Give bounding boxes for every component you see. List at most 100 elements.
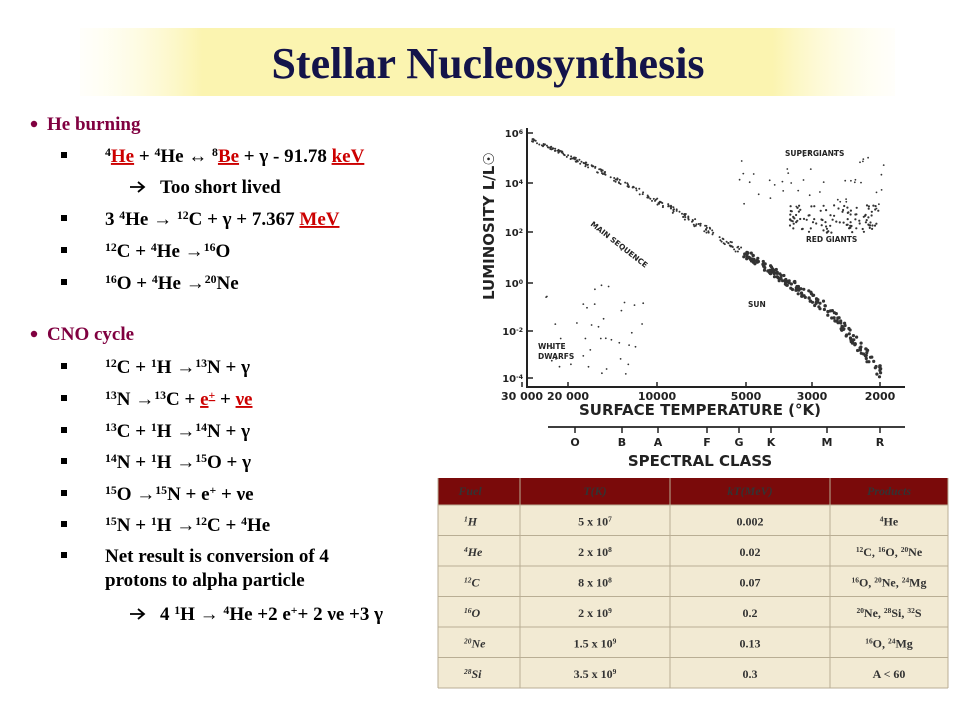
star-dot — [562, 152, 565, 155]
star-dot — [626, 182, 629, 185]
star-dot — [795, 213, 798, 217]
star-dot — [767, 270, 772, 274]
x-tick-label: 10000 — [638, 390, 677, 403]
star-dot — [870, 355, 874, 359]
star-dot — [613, 177, 616, 179]
star-dot — [817, 305, 821, 309]
star-dot — [550, 359, 553, 362]
bullet-text: Net result is conversion of 4 — [105, 546, 329, 567]
table-cell: 8 x 108 — [578, 575, 612, 590]
star-dot — [681, 212, 683, 215]
text-run: H → — [157, 357, 196, 378]
bullet — [30, 120, 38, 128]
star-dot — [859, 341, 863, 345]
star-dot — [554, 149, 557, 152]
star-dot — [859, 351, 863, 355]
text-run: Mg — [909, 575, 926, 589]
star-dot — [854, 218, 857, 221]
superscript: 4 — [152, 273, 158, 286]
region-label: DWARFS — [538, 352, 574, 361]
star-dot — [740, 160, 743, 162]
star-dot — [610, 338, 613, 341]
star-dot — [624, 181, 627, 184]
star-dot — [802, 155, 805, 157]
star-dot — [872, 359, 876, 363]
star-dot — [873, 224, 877, 227]
star-dot — [850, 341, 855, 345]
star-dot — [789, 205, 792, 208]
bullet — [61, 552, 67, 558]
text-run: He → — [125, 209, 177, 230]
star-dot — [742, 172, 745, 175]
star-dot — [824, 221, 827, 224]
star-dot — [675, 209, 678, 212]
star-dot — [618, 178, 621, 181]
star-dot — [772, 272, 776, 276]
star-dot — [755, 258, 759, 263]
y-tick-label: 106 — [505, 129, 523, 141]
text-run: C + — [117, 241, 151, 262]
bullet-text: Too short lived — [160, 177, 281, 198]
star-dot — [561, 150, 564, 153]
bullet — [61, 395, 67, 401]
bullet — [30, 330, 38, 338]
star-dot — [705, 226, 708, 229]
star-dot — [684, 216, 687, 219]
star-dot — [571, 157, 574, 160]
text-run: C, — [863, 545, 878, 559]
star-dot — [557, 151, 560, 154]
superscript: 12 — [856, 544, 864, 553]
superscript: 8 — [608, 544, 612, 553]
star-dot — [652, 197, 655, 200]
star-dot — [847, 332, 851, 336]
star-dot — [628, 344, 630, 346]
bullet-text: He burning — [47, 114, 141, 135]
superscript: 6 — [519, 129, 523, 136]
text-run: 10 — [505, 228, 519, 239]
bullet-text: CNO cycle — [47, 324, 134, 345]
star-dot — [586, 163, 589, 166]
star-dot — [784, 283, 789, 287]
star-dot — [583, 162, 586, 165]
star-dot — [872, 204, 875, 207]
star-dot — [694, 218, 697, 221]
star-dot — [850, 224, 853, 228]
superscript: 1 — [151, 421, 157, 434]
text-run: 2 x 10 — [578, 545, 608, 559]
region-label: SUPERGIANTS — [785, 149, 844, 158]
table-cell: 0.13 — [740, 636, 761, 650]
star-dot — [878, 364, 882, 368]
star-dot — [720, 240, 723, 243]
superscript: 12 — [464, 575, 472, 584]
bullet — [61, 363, 67, 369]
axis-frame — [526, 128, 905, 388]
text-run: Be — [218, 146, 239, 167]
table-cell: 5 x 107 — [578, 514, 612, 529]
star-dot — [841, 327, 846, 331]
star-dot — [844, 179, 847, 182]
star-dot — [613, 179, 615, 182]
star-dot — [743, 252, 747, 256]
star-dot — [810, 205, 813, 208]
star-dot — [813, 218, 816, 221]
star-dot — [775, 270, 779, 274]
star-dot — [849, 221, 852, 224]
text-run: keV — [332, 146, 365, 167]
superscript: 13 — [195, 357, 207, 370]
star-dot — [801, 227, 804, 230]
star-dot — [867, 216, 870, 219]
text-run: He — [884, 514, 899, 528]
star-dot — [878, 368, 882, 372]
text-run: νe — [235, 389, 253, 410]
star-dot — [870, 214, 873, 217]
star-dot — [875, 372, 879, 376]
star-dot — [823, 304, 827, 308]
star-dot — [712, 231, 715, 234]
star-dot — [578, 158, 581, 161]
superscript: 16 — [105, 273, 117, 286]
star-dot — [867, 207, 870, 210]
star-dot — [567, 154, 570, 157]
star-dot — [838, 221, 841, 224]
table-cell: 20Ne, 28Si, 32S — [856, 605, 921, 620]
